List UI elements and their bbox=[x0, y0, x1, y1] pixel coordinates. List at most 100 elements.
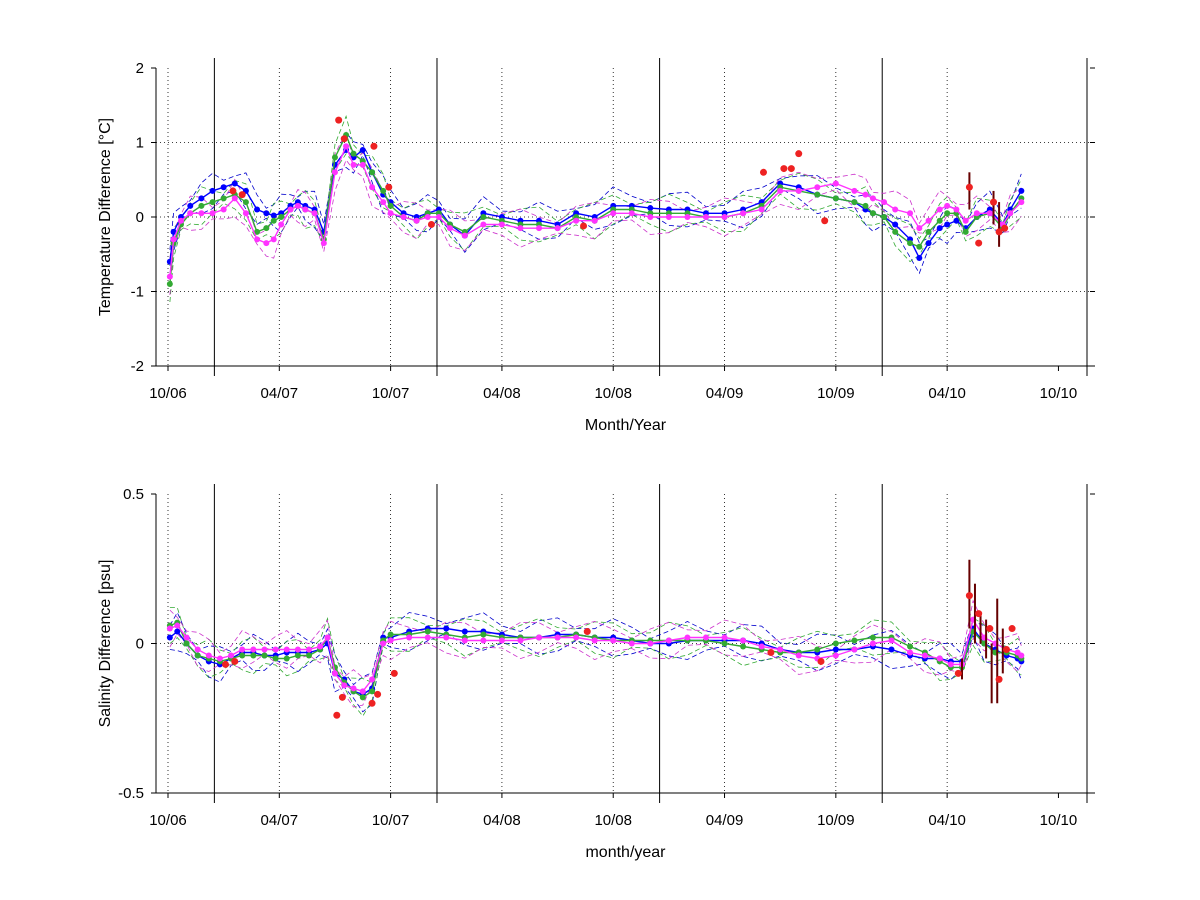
series-point bbox=[369, 184, 376, 191]
series-point bbox=[554, 225, 561, 232]
series-point bbox=[311, 210, 318, 217]
series-point bbox=[270, 217, 277, 224]
float-point bbox=[995, 675, 1003, 683]
float-point bbox=[965, 183, 973, 191]
series-point bbox=[862, 202, 869, 209]
series-point bbox=[832, 652, 839, 659]
series-point bbox=[758, 643, 765, 650]
series-point bbox=[721, 214, 728, 220]
float-point bbox=[338, 693, 346, 701]
series-point bbox=[740, 210, 747, 217]
series-point bbox=[702, 214, 709, 220]
series-point bbox=[166, 634, 173, 641]
series-point bbox=[359, 146, 366, 153]
series-point bbox=[936, 217, 943, 224]
series-point bbox=[177, 217, 184, 224]
series-point bbox=[888, 637, 895, 644]
series-point bbox=[610, 637, 617, 644]
x-tick-label: 10/09 bbox=[817, 812, 855, 829]
series-point bbox=[187, 202, 194, 209]
series-point bbox=[198, 195, 205, 202]
envelope-dashed-line bbox=[169, 131, 1022, 259]
series-point bbox=[907, 649, 914, 656]
x-tick-label: 10/06 bbox=[149, 812, 187, 829]
series-point bbox=[832, 180, 839, 187]
series-point bbox=[400, 214, 407, 220]
series-point bbox=[294, 652, 301, 659]
float-point bbox=[385, 183, 393, 191]
x-tick-label: 04/10 bbox=[928, 812, 966, 829]
float-point bbox=[427, 220, 435, 228]
series-point bbox=[350, 685, 357, 692]
series-point bbox=[851, 637, 858, 644]
series-point bbox=[907, 210, 914, 217]
series-point bbox=[305, 646, 312, 653]
series-point bbox=[851, 646, 858, 653]
series-point bbox=[647, 214, 654, 220]
float-point bbox=[229, 187, 237, 195]
x-tick-label: 10/07 bbox=[372, 385, 410, 402]
series-point bbox=[239, 652, 246, 659]
series-point bbox=[242, 199, 249, 206]
float-point bbox=[1001, 224, 1009, 232]
series-point bbox=[573, 217, 580, 224]
series-point bbox=[777, 646, 784, 653]
y-tick-label: -1 bbox=[131, 284, 144, 301]
series-point bbox=[795, 187, 802, 194]
series-point bbox=[907, 240, 914, 247]
series-point bbox=[187, 210, 194, 217]
float-point bbox=[390, 669, 398, 677]
series-point bbox=[220, 195, 227, 202]
series-point bbox=[517, 637, 524, 644]
series-point bbox=[231, 195, 238, 202]
series-point bbox=[936, 206, 943, 213]
float-point bbox=[580, 222, 588, 230]
series-point bbox=[443, 625, 450, 632]
series-point bbox=[254, 236, 261, 243]
series-point bbox=[220, 184, 227, 191]
series-point bbox=[881, 214, 888, 220]
series-point bbox=[916, 225, 923, 232]
x-tick-label: 04/09 bbox=[706, 812, 744, 829]
series-point bbox=[350, 161, 357, 168]
y-tick-label: 0 bbox=[136, 636, 144, 653]
series-point bbox=[424, 634, 431, 641]
series-point bbox=[869, 634, 876, 641]
float-point bbox=[817, 657, 825, 665]
series-point bbox=[480, 637, 487, 644]
series-point bbox=[270, 212, 277, 219]
series-point bbox=[278, 221, 285, 228]
series-point bbox=[461, 232, 468, 239]
float-point bbox=[238, 191, 246, 199]
y-tick-label: 0 bbox=[136, 209, 144, 226]
series-point bbox=[380, 640, 387, 647]
series-point bbox=[350, 150, 357, 157]
series-point bbox=[498, 221, 505, 228]
y-tick-label: -0.5 bbox=[118, 785, 144, 802]
x-tick-label: 10/10 bbox=[1040, 812, 1078, 829]
series-point bbox=[443, 634, 450, 641]
series-point bbox=[183, 634, 190, 641]
float-point bbox=[374, 690, 382, 698]
series-point bbox=[647, 205, 654, 212]
series-point bbox=[892, 206, 899, 213]
series-point bbox=[406, 634, 413, 641]
series-point bbox=[359, 161, 366, 168]
series-point bbox=[869, 195, 876, 202]
series-point bbox=[183, 640, 190, 647]
series-point bbox=[881, 199, 888, 206]
series-point bbox=[628, 210, 635, 217]
x-tick-label: 04/07 bbox=[261, 812, 299, 829]
series-point bbox=[665, 637, 672, 644]
series-point bbox=[228, 652, 235, 659]
x-tick-label: 04/07 bbox=[261, 385, 299, 402]
series-point bbox=[166, 625, 173, 632]
series-point bbox=[250, 652, 257, 659]
float-point bbox=[795, 150, 803, 158]
series-point bbox=[536, 225, 543, 232]
series-point bbox=[343, 143, 350, 150]
envelope-dashed-line bbox=[169, 115, 1022, 267]
float-point bbox=[368, 699, 376, 707]
series-point bbox=[1018, 199, 1025, 206]
envelope-dashed-line bbox=[169, 131, 1022, 250]
